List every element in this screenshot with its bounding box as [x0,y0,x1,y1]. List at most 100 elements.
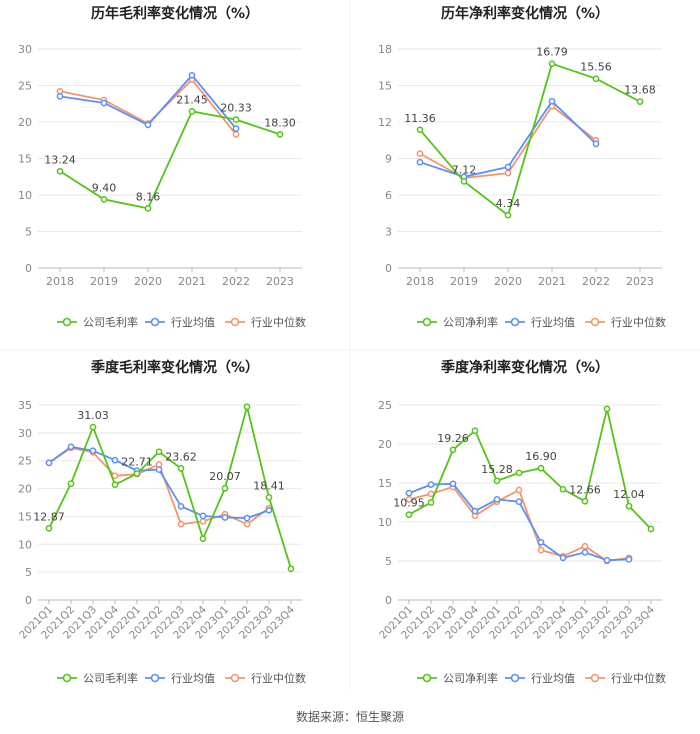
data-label: 22.71 [121,455,153,468]
data-point-industry_median [177,520,185,528]
data-point-industry_avg [155,466,163,473]
data-label: 15.28 [481,463,513,476]
data-point-company [144,205,152,212]
y-tick-label: 0 [25,594,32,607]
data-point-industry_median [405,496,413,503]
data-point-industry_avg [416,158,424,166]
data-point-company [581,497,589,505]
legend-label-industry_median: 行业中位数 [611,315,666,329]
data-point-industry_avg [243,514,251,522]
y-tick-label: 6 [385,189,392,202]
y-tick-label: 15 [18,510,32,523]
data-point-industry_median [504,169,512,177]
legend: 公司净利率 行业均值 行业中位数 [417,671,666,685]
legend-marker-industry_median [230,317,240,327]
data-label: 23.62 [165,450,197,463]
y-tick-label: 0 [25,262,32,275]
data-point-company [449,446,457,454]
data-point-industry_avg [504,163,512,171]
data-point-industry_median [581,542,589,550]
data-point-industry_avg [221,514,229,521]
y-tick-label: 10 [378,516,392,529]
data-point-industry_avg [199,512,207,520]
legend-marker-industry_avg [150,673,160,683]
data-point-industry_median [199,518,207,525]
legend-marker-industry_avg [510,317,520,327]
legend-marker-industry_avg [150,317,160,327]
data-point-industry_avg [232,125,240,132]
data-point-industry_avg [405,489,413,497]
data-point-industry_avg [100,99,108,107]
data-source-note: 数据来源：恒生聚源 [295,710,404,724]
legend-marker-company [62,317,72,327]
legend: 公司毛利率 行业均值 行业中位数 [57,315,306,329]
data-point-industry_avg [625,556,633,563]
data-point-industry_avg [515,498,523,506]
x-tick-label: 2018 [46,275,74,288]
y-tick-label: 5 [385,555,392,568]
x-tick-label: 2018 [406,275,434,288]
data-point-industry_avg [67,443,75,451]
data-point-industry_avg [188,71,196,79]
data-point-industry_avg [559,554,567,562]
y-tick-label: 10 [18,189,32,202]
data-point-company [287,565,295,573]
data-label: 12.66 [569,483,601,496]
data-point-company [460,178,468,185]
data-label: 20.07 [209,470,241,483]
data-point-industry_median [515,486,523,494]
legend-label-industry_median: 行业中位数 [611,671,666,685]
data-point-company [45,524,53,532]
data-point-company [67,480,75,487]
data-label: 13.24 [44,153,76,166]
x-tick-label: 2022 [582,275,610,288]
data-point-industry_median [416,150,424,157]
data-point-company [592,75,600,83]
y-tick-label: 15 [18,153,32,166]
chart-c2: 历年净利率变化情况（%） 0 3 6 9 12 15 18 2018 2019 2020 2021 20… [378,5,666,329]
y-tick-label: 15 [378,80,392,93]
chart-title: 季度净利率变化情况（%） [440,359,609,376]
y-tick-label: 20 [378,438,392,451]
data-point-industry_avg [471,507,479,515]
legend: 公司净利率 行业均值 行业中位数 [417,315,666,329]
data-point-company [636,98,644,105]
x-tick-label: 2019 [450,275,478,288]
y-tick-label: 25 [18,455,32,468]
data-label: 12.04 [613,488,645,501]
data-label: 13.68 [624,84,656,97]
legend-marker-industry_median [230,673,240,683]
legend-marker-industry_avg [510,673,520,683]
data-point-company [647,525,655,533]
series-line-industry_median [48,446,270,526]
series-line-company [419,62,641,217]
data-point-company [471,427,479,435]
data-point-company [188,108,196,115]
data-point-company [100,196,108,203]
data-point-industry_avg [265,506,273,514]
chart-title: 历年净利率变化情况（%） [441,5,609,22]
legend-label-industry_avg: 行业均值 [171,316,215,329]
y-tick-label: 35 [18,399,32,412]
data-label: 8.16 [136,190,161,203]
y-tick-label: 15 [378,477,392,490]
data-point-company [548,60,556,68]
y-tick-label: 30 [18,427,32,440]
legend-marker-industry_median [590,317,600,327]
chart-c1: 历年毛利率变化情况（%） 0 5 10 15 20 25 30 2018 2019 2020 2021… [18,5,306,329]
x-tick-label: 2023 [266,275,294,288]
data-point-industry_avg [144,121,152,129]
chart-c3: 季度毛利率变化情况（%）051015202530352021Q12021Q220… [17,359,306,685]
data-point-company [416,126,424,134]
legend-label-industry_median: 行业中位数 [251,671,306,685]
legend-marker-company [62,673,72,683]
y-tick-label: 0 [385,262,392,275]
legend-label-industry_avg: 行业均值 [531,672,575,685]
x-tick-label: 2021 [538,275,566,288]
legend-label-company: 公司净利率 [443,671,498,685]
data-label: 15.56 [580,61,612,74]
series-line-company [408,408,652,530]
y-tick-label: 25 [18,80,32,93]
data-point-company [133,470,141,477]
